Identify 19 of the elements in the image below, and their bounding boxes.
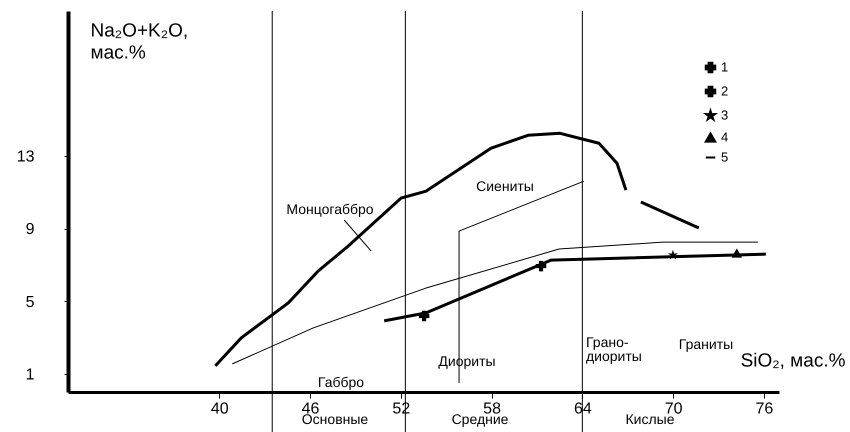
x-tick-label: 70 <box>664 400 683 418</box>
legend-label: 4 <box>721 130 728 144</box>
x-tick-label: 40 <box>210 400 229 418</box>
annotation: Габбро <box>318 374 364 390</box>
annotation: Граниты <box>678 336 734 352</box>
annotation: Сиениты <box>476 178 534 194</box>
legend-label: 5 <box>721 150 728 164</box>
legend-label: 1 <box>721 60 728 74</box>
y-tick-label: 9 <box>26 221 35 238</box>
annotation: Монцогаббро <box>286 201 374 217</box>
y-tick-label: 13 <box>16 148 35 166</box>
x-tick-label: 76 <box>755 400 774 418</box>
x-axis-title: SiO₂, мас.% <box>740 350 846 372</box>
y-tick-label: 5 <box>26 294 35 311</box>
annotation: Грано- диориты <box>586 334 642 364</box>
legend-label: 2 <box>721 84 728 98</box>
y-tick-label: 1 <box>26 366 35 384</box>
y-axis-title: Na₂O+K₂O, мас.% <box>90 20 188 64</box>
legend-label: 3 <box>721 108 728 122</box>
